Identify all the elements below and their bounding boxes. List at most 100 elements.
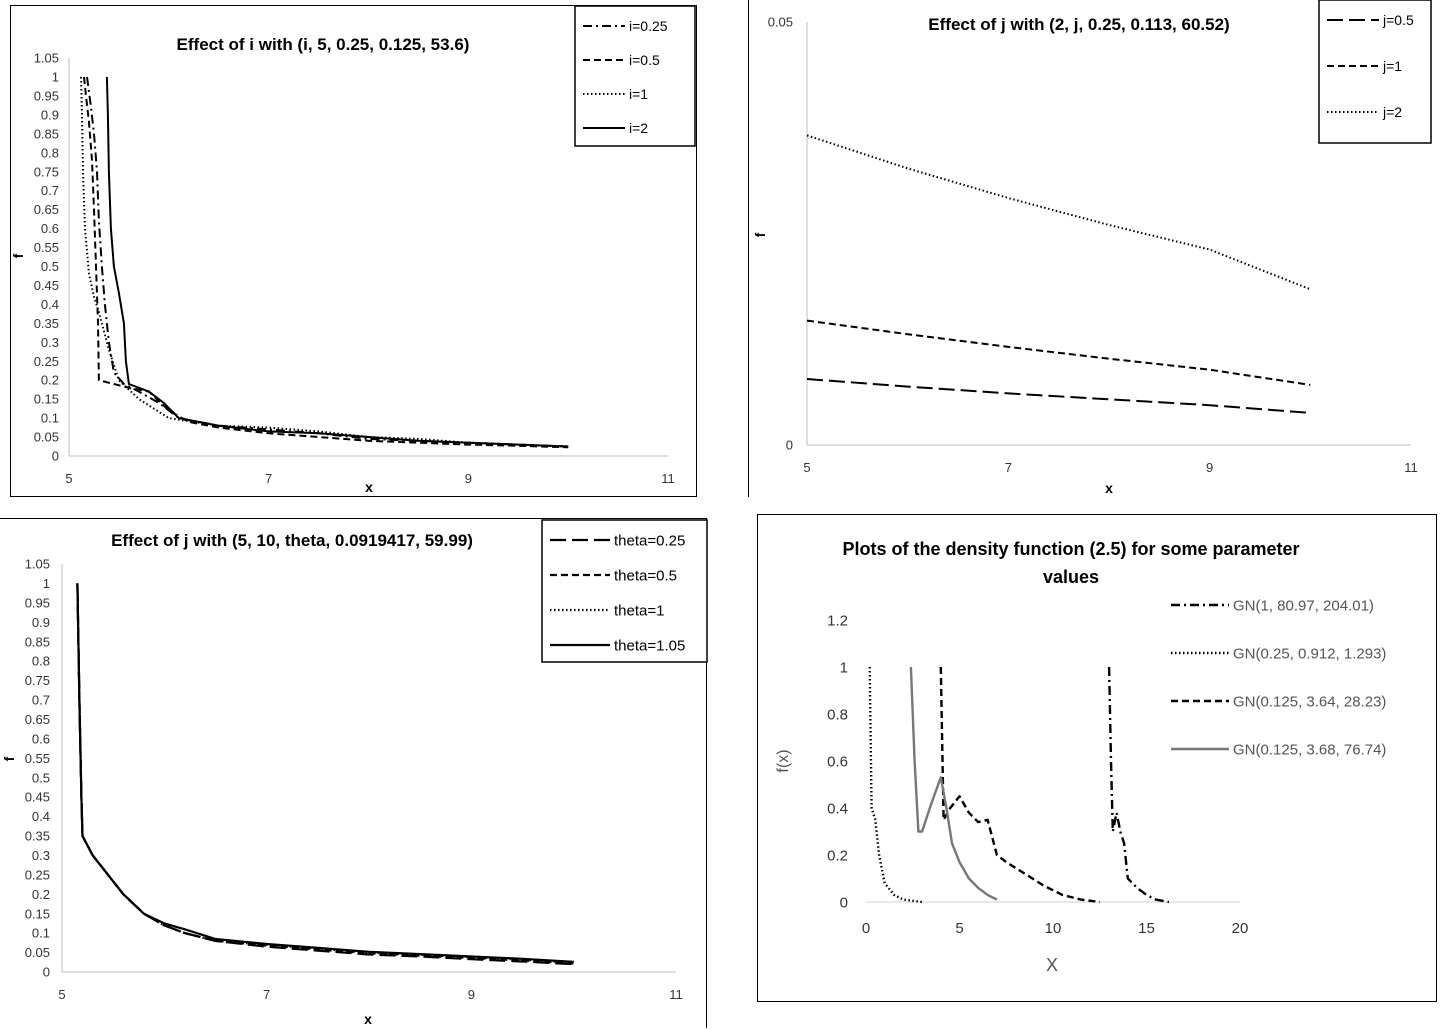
series-line-gn-1-80-97-204-01- <box>1107 666 1170 904</box>
y-tick-label: 0.2 <box>32 887 50 902</box>
y-tick-label: 0.1 <box>32 926 50 941</box>
x-axis-label: X <box>1046 955 1058 975</box>
legend-label: theta=0.25 <box>614 532 685 549</box>
x-tick-label: 20 <box>1232 920 1249 937</box>
legend-label: GN(0.125, 3.64, 28.23) <box>1233 693 1386 710</box>
y-tick-label: 0.9 <box>41 107 59 122</box>
y-tick-label: 0.05 <box>768 15 793 30</box>
series-line-gn-0-25-0-912-1-293- <box>868 666 923 904</box>
chart-title: Effect of j with (2, j, 0.25, 0.113, 60.… <box>928 15 1229 34</box>
chart-title: Effect of j with (5, 10, theta, 0.091941… <box>111 531 473 550</box>
y-tick-label: 1.05 <box>34 51 59 66</box>
series-line-j-2 <box>806 134 1311 291</box>
x-tick-label: 11 <box>661 471 675 486</box>
y-tick-label: 0.7 <box>32 693 50 708</box>
chart-panel-effect-of-theta: Effect of j with (5, 10, theta, 0.091941… <box>0 518 708 1028</box>
y-tick-label: 0.8 <box>41 145 59 160</box>
x-tick-label: 15 <box>1138 920 1155 937</box>
series-line-i-0-5 <box>83 76 569 449</box>
x-tick-label: 9 <box>1206 460 1213 475</box>
series-line-theta-1-05 <box>76 583 574 963</box>
y-tick-label: 1 <box>43 576 50 591</box>
x-axis-label: x <box>1105 480 1113 496</box>
legend-label: j=2 <box>1382 104 1402 120</box>
y-tick-label: 0.85 <box>34 126 59 141</box>
y-tick-label: 0.8 <box>827 706 848 723</box>
x-tick-label: 5 <box>955 920 963 937</box>
y-tick-label: 0.4 <box>41 297 59 312</box>
y-tick-label: 0.95 <box>34 88 59 103</box>
y-tick-label: 0 <box>786 438 793 453</box>
legend-label: GN(0.125, 3.68, 76.74) <box>1233 741 1386 758</box>
y-tick-label: 0.05 <box>25 945 50 960</box>
y-tick-label: 0.95 <box>25 595 50 610</box>
series-line-j-0-5 <box>806 378 1311 414</box>
y-tick-label: 0 <box>52 449 59 464</box>
legend-label: GN(0.25, 0.912, 1.293) <box>1233 645 1386 662</box>
legend-label: i=0.5 <box>629 52 660 68</box>
x-tick-label: 5 <box>58 987 65 1002</box>
legend-box <box>1318 0 1432 144</box>
legend-label: i=2 <box>629 120 648 136</box>
y-tick-label: 0.4 <box>827 800 848 817</box>
y-tick-label: 0.15 <box>25 906 50 921</box>
chart-svg: Effect of i with (i, 5, 0.25, 0.125, 53.… <box>10 5 696 495</box>
x-axis-label: x <box>364 1011 372 1027</box>
chart-panel-effect-of-j: Effect of j with (2, j, 0.25, 0.113, 60.… <box>748 0 1443 497</box>
x-tick-label: 0 <box>862 920 870 937</box>
series-line-theta-0-5 <box>76 583 574 965</box>
y-tick-label: 0.35 <box>34 316 59 331</box>
y-tick-label: 0.6 <box>32 731 50 746</box>
x-tick-label: 5 <box>65 471 72 486</box>
y-tick-label: 0.85 <box>25 634 50 649</box>
y-axis-label: f(x) <box>775 749 792 772</box>
x-tick-label: 9 <box>468 987 475 1002</box>
series-line-gn-0-125-3-64-28-23- <box>939 666 1100 904</box>
y-tick-label: 0.45 <box>34 278 59 293</box>
chart-title: Effect of i with (i, 5, 0.25, 0.125, 53.… <box>177 35 470 54</box>
y-tick-label: 0.05 <box>34 430 59 445</box>
y-tick-label: 0.55 <box>34 240 59 255</box>
y-tick-label: 0.4 <box>32 809 50 824</box>
y-tick-label: 0.9 <box>32 615 50 630</box>
legend-label: j=1 <box>1382 58 1402 74</box>
y-axis-label: f <box>752 232 768 237</box>
y-tick-label: 0.75 <box>25 673 50 688</box>
x-tick-label: 7 <box>1005 460 1012 475</box>
chart-panel-density-function: Plots of the density function (2.5) for … <box>757 514 1437 1002</box>
series-line-theta-0-25 <box>76 583 574 966</box>
series-line-theta-1 <box>76 583 574 964</box>
x-tick-label: 7 <box>265 471 272 486</box>
x-tick-label: 7 <box>263 987 270 1002</box>
legend-box <box>574 5 696 147</box>
series-line-i-1 <box>80 76 569 448</box>
y-tick-label: 0 <box>840 894 848 911</box>
x-tick-label: 9 <box>465 471 472 486</box>
chart-svg: Effect of j with (5, 10, theta, 0.091941… <box>1 519 708 1027</box>
y-tick-label: 1 <box>52 70 59 85</box>
chart-title: Plots of the density function (2.5) for … <box>842 539 1299 559</box>
y-axis-label: f <box>10 253 26 258</box>
legend-label: i=1 <box>629 86 648 102</box>
y-tick-label: 0.5 <box>41 259 59 274</box>
legend-box <box>541 519 708 663</box>
y-tick-label: 0.25 <box>34 354 59 369</box>
y-tick-label: 0.45 <box>25 790 50 805</box>
y-tick-label: 0.3 <box>32 848 50 863</box>
y-tick-label: 0.35 <box>25 829 50 844</box>
legend-label: theta=0.5 <box>614 567 677 584</box>
y-tick-label: 0.7 <box>41 183 59 198</box>
y-tick-label: 0.25 <box>25 867 50 882</box>
y-tick-label: 1 <box>840 659 848 676</box>
x-tick-label: 5 <box>803 460 810 475</box>
y-tick-label: 0.6 <box>41 221 59 236</box>
chart-panel-effect-of-i: Effect of i with (i, 5, 0.25, 0.125, 53.… <box>10 5 697 497</box>
y-tick-label: 0.8 <box>32 654 50 669</box>
legend-label: GN(1, 80.97, 204.01) <box>1233 597 1374 614</box>
x-tick-label: 11 <box>669 987 683 1002</box>
y-tick-label: 0.3 <box>41 335 59 350</box>
y-tick-label: 0.2 <box>827 847 848 864</box>
y-tick-label: 1.2 <box>827 612 848 629</box>
x-axis-label: x <box>365 479 373 495</box>
y-tick-label: 0.5 <box>32 770 50 785</box>
